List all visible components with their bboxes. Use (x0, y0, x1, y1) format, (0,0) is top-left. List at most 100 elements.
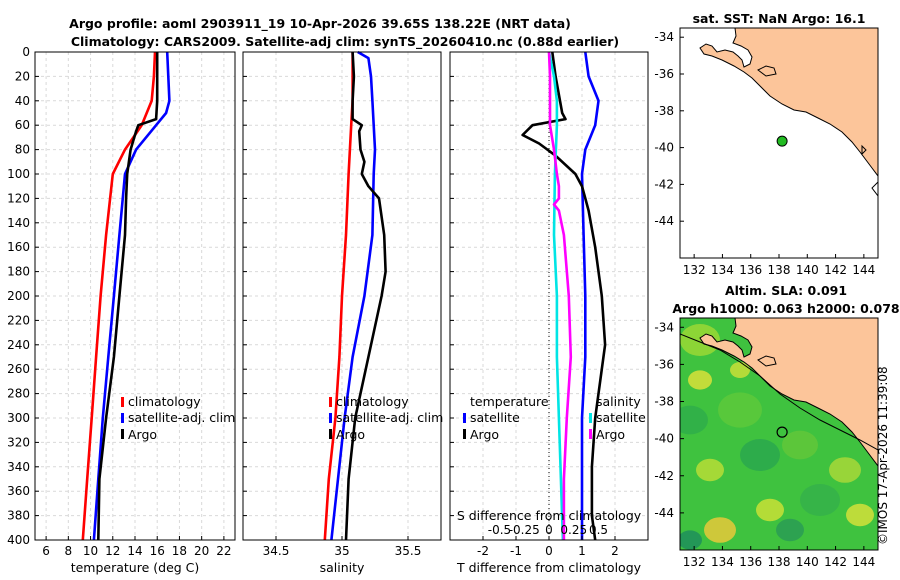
sla-anomaly-patch (782, 430, 818, 460)
map-y-tick-label: -38 (654, 395, 674, 409)
x-tick-label: 10 (83, 544, 98, 558)
sla-anomaly-patch (680, 530, 702, 550)
sla-anomaly-patch (680, 405, 708, 435)
map-y-tick-label: -34 (654, 30, 674, 44)
x-tick-label: 2 (611, 544, 619, 558)
map-y-tick-label: -36 (654, 357, 674, 371)
legend-swatch-s-satellite (589, 413, 592, 423)
y-tick-label: 260 (7, 362, 30, 376)
difference-legend: temperature satellite Argo salinity sate… (463, 394, 646, 442)
series-line-climatology (81, 51, 157, 541)
series-line-satellite-adj-clim (330, 50, 377, 541)
s-tick-label: -0.25 (509, 523, 540, 537)
x-tick-label: -2 (477, 544, 489, 558)
sla-anomaly-patch (704, 517, 736, 543)
x-tick-label: 35 (334, 544, 349, 558)
x-tick-label: 22 (216, 544, 231, 558)
map-y-tick-label: -40 (654, 141, 674, 155)
legend-label-s-satellite: satellite (596, 410, 646, 425)
x-tick-label: 16 (150, 544, 165, 558)
x-tick-label: -1 (510, 544, 522, 558)
map-x-tick-label: 136 (739, 263, 762, 277)
y-tick-label: 300 (7, 411, 30, 425)
map-x-tick-label: 134 (711, 263, 734, 277)
map-x-tick-label: 140 (796, 263, 819, 277)
sst-map-panel: sat. SST: NaN Argo: 16.1 132 134 136 138 140… (654, 11, 879, 277)
legend-label-s-argo: Argo (596, 427, 625, 442)
sla-anomaly-patch (756, 498, 784, 522)
sla-anomaly-patch (776, 518, 804, 542)
map-y-tick-label: -40 (654, 432, 674, 446)
series-line-argo (97, 52, 159, 541)
map-x-tick-label: 142 (824, 263, 847, 277)
difference-panel: -2 -1 0 1 2 S difference from climatology -0… (449, 51, 649, 575)
x-tick-label: 18 (172, 544, 187, 558)
s-tick-label: 0.25 (560, 523, 587, 537)
map-x-tick-label: 142 (824, 555, 847, 569)
y-tick-label: 220 (7, 313, 30, 327)
legend-title-salinity: salinity (596, 394, 641, 409)
sla-map-panel: Altim. SLA: 0.091 Argo h1000: 0.063 h200… (654, 283, 899, 569)
y-tick-label: 100 (7, 167, 30, 181)
map-y-tick-label: -38 (654, 104, 674, 118)
y-tick-label: 360 (7, 484, 30, 498)
map-y-tick-label: -36 (654, 67, 674, 81)
t-difference-xlabel: T difference from climatology (456, 560, 642, 575)
legend-swatch-argo (121, 429, 124, 439)
title-line2: Climatology: CARS2009. Satellite-adj cli… (71, 34, 619, 50)
legend-label-climatology: climatology (128, 394, 201, 409)
series-line-argo (344, 51, 387, 541)
legend-swatch-t-satellite (463, 413, 466, 423)
series-line-s-argo (547, 51, 573, 540)
map-x-tick-label: 136 (739, 555, 762, 569)
salinity-panel: 34.5 35 35.5 salinity climatology satellit… (242, 50, 443, 575)
s-tick-label: 0.5 (589, 523, 608, 537)
salinity-xlabel: salinity (320, 560, 365, 575)
map-x-tick-label: 144 (852, 555, 875, 569)
sst-map-title: sat. SST: NaN Argo: 16.1 (693, 11, 866, 26)
map-y-tick-label: -44 (654, 506, 674, 520)
title-line1: Argo profile: aoml 2903911_19 10-Apr-202… (69, 16, 571, 32)
series-line-t-argo (521, 51, 607, 541)
y-tick-label: 240 (7, 338, 30, 352)
y-tick-label: 20 (15, 69, 30, 83)
x-tick-label: 34.5 (263, 544, 290, 558)
map-x-tick-label: 140 (796, 555, 819, 569)
x-tick-label: 0 (545, 544, 553, 558)
map-y-tick-label: -44 (654, 214, 674, 228)
sla-anomaly-patch (688, 370, 712, 390)
legend-label-argo: Argo (336, 427, 365, 442)
sla-map-title-line1: Altim. SLA: 0.091 (725, 283, 847, 298)
legend-title-temperature: temperature (470, 394, 549, 409)
legend-swatch-satellite (329, 413, 332, 423)
y-tick-label: 200 (7, 289, 30, 303)
legend-label-t-argo: Argo (470, 427, 499, 442)
x-tick-label: 35.5 (395, 544, 422, 558)
map-x-tick-label: 138 (768, 263, 791, 277)
map-x-tick-label: 144 (852, 263, 875, 277)
y-tick-label: 80 (15, 143, 30, 157)
y-tick-label: 180 (7, 265, 30, 279)
sla-anomaly-patch (846, 503, 874, 527)
y-tick-label: 60 (15, 118, 30, 132)
legend-swatch-climatology (121, 397, 124, 407)
credit-text: ©IMOS 17-Apr-2026 11:39:08 (876, 366, 890, 545)
map-y-tick-label: -42 (654, 177, 674, 191)
sla-anomaly-patch (800, 484, 840, 516)
legend-swatch-climatology (329, 397, 332, 407)
y-tick-label: 140 (7, 216, 30, 230)
sst-argo-marker (776, 135, 788, 147)
temperature-legend: climatology satellite-adj. clim Argo (121, 394, 235, 442)
s-tick-label: 0 (545, 523, 553, 537)
y-tick-label: 120 (7, 191, 30, 205)
map-y-tick-label: -34 (654, 320, 674, 334)
y-tick-label: 160 (7, 240, 30, 254)
y-tick-label: 380 (7, 509, 30, 523)
y-tick-label: 340 (7, 460, 30, 474)
legend-label-argo: Argo (128, 427, 157, 442)
legend-swatch-argo (329, 429, 332, 439)
sla-anomaly-patch (680, 324, 720, 356)
legend-label-satellite: satellite-adj. clim (128, 410, 235, 425)
map-x-tick-label: 132 (683, 555, 706, 569)
